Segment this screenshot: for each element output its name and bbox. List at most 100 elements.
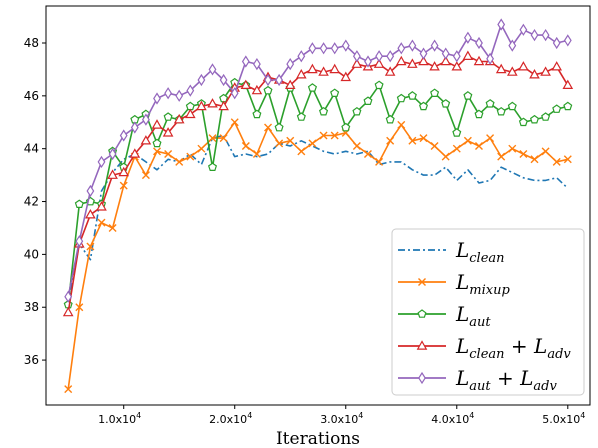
data-point-aut_adv	[563, 34, 572, 47]
series-aut	[63, 77, 573, 309]
data-point-clean_adv	[506, 66, 518, 76]
data-point-mixup	[241, 142, 250, 151]
data-point-clean_adv	[162, 127, 174, 137]
data-point-clean_adv	[307, 63, 318, 74]
data-point-mixup	[308, 139, 317, 148]
data-point-aut_adv	[175, 89, 184, 102]
legend-entry-mixup: Lmixup	[398, 270, 510, 298]
data-point-aut	[563, 101, 573, 111]
x-tick-label: 4.0x104	[431, 411, 474, 426]
data-point-aut	[418, 101, 429, 111]
data-point-clean_adv	[529, 68, 540, 79]
data-point-aut	[330, 88, 340, 98]
data-point-aut_adv	[219, 73, 228, 87]
data-point-aut	[374, 80, 384, 90]
data-point-aut_adv	[330, 42, 339, 55]
data-point-aut	[274, 122, 284, 132]
data-point-aut	[363, 96, 373, 106]
data-point-aut	[296, 112, 306, 121]
x-axis-title: Iterations	[276, 429, 360, 448]
x-tick-base: 4.0x10	[431, 413, 469, 426]
data-point-aut_adv	[297, 50, 306, 63]
data-point-mixup	[408, 136, 417, 145]
data-point-mixup	[352, 142, 361, 151]
data-point-aut	[318, 106, 329, 116]
series-aut_adv	[64, 18, 572, 303]
data-point-mixup	[397, 120, 406, 129]
data-point-mixup	[474, 142, 483, 151]
legend-label: Lclean + Ladv	[455, 334, 571, 362]
y-tick-label: 36	[24, 353, 39, 367]
data-point-aut_adv	[264, 73, 272, 87]
series-line-aut	[67, 81, 568, 305]
x-tick-exponent: 4	[469, 411, 474, 420]
data-point-mixup	[363, 149, 372, 158]
data-point-clean_adv	[340, 71, 352, 82]
data-point-mixup	[486, 134, 495, 143]
legend-entry-aut: Laut	[398, 302, 491, 330]
data-point-clean_adv	[85, 208, 96, 219]
data-point-aut	[507, 101, 517, 111]
data-point-aut	[396, 93, 406, 103]
data-point-mixup	[197, 144, 206, 153]
data-point-aut_adv	[130, 121, 139, 134]
x-tick-exponent: 4	[247, 411, 252, 420]
data-point-mixup	[330, 131, 339, 140]
data-point-aut	[518, 117, 528, 127]
data-point-aut	[252, 109, 262, 119]
data-point-aut_adv	[252, 57, 261, 71]
x-tick-exponent: 4	[136, 411, 141, 420]
plot-frame	[45, 5, 591, 406]
data-point-aut_adv	[308, 42, 317, 55]
data-point-aut_adv	[197, 73, 206, 87]
data-point-clean_adv	[218, 100, 229, 111]
data-point-mixup	[64, 385, 73, 394]
x-tick-base: 3.0x10	[320, 413, 358, 426]
data-point-clean_adv	[96, 201, 107, 211]
data-point-mixup	[175, 157, 184, 166]
data-point-mixup	[97, 218, 106, 227]
data-point-aut_adv	[408, 39, 417, 52]
data-point-aut_adv	[164, 87, 173, 100]
data-point-aut_adv	[64, 290, 73, 303]
data-point-clean_adv	[140, 135, 152, 145]
data-point-clean_adv	[462, 50, 474, 61]
x-tick-label: 1.0x104	[98, 411, 141, 426]
data-point-clean_adv	[562, 79, 574, 90]
legend: Lclean Lmixup Laut Lclean + Ladv Laut + Ladv	[391, 228, 585, 396]
data-point-aut_adv	[375, 50, 384, 63]
data-point-aut_adv	[430, 39, 439, 52]
y-tick-label: 44	[24, 142, 39, 156]
data-point-aut_adv	[386, 50, 395, 63]
data-point-aut	[463, 91, 473, 100]
x-tick-label: 2.0x104	[209, 411, 252, 426]
data-point-mixup	[430, 142, 439, 151]
data-point-mixup	[252, 149, 261, 158]
data-point-clean_adv	[62, 306, 74, 317]
data-point-aut	[352, 106, 362, 116]
data-point-mixup	[208, 134, 217, 143]
data-point-aut_adv	[341, 39, 350, 52]
data-point-clean_adv	[407, 58, 418, 68]
data-point-aut	[441, 99, 451, 108]
data-point-mixup	[452, 144, 461, 153]
data-point-aut	[452, 128, 462, 137]
data-point-aut	[152, 138, 162, 148]
data-point-aut	[485, 99, 495, 108]
data-point-clean_adv	[318, 66, 329, 76]
series-clean_adv	[62, 50, 574, 317]
data-point-clean_adv	[395, 55, 407, 66]
data-point-mixup	[75, 303, 84, 312]
series-line-mixup	[67, 121, 568, 390]
data-point-aut_adv	[419, 47, 428, 60]
x-tick-base: 1.0x10	[98, 413, 136, 426]
x-tick-base: 5.0x10	[542, 413, 580, 426]
legend-label: Laut	[455, 302, 491, 330]
data-point-clean_adv	[207, 98, 218, 108]
data-point-aut_adv	[230, 87, 239, 100]
data-point-mixup	[153, 147, 162, 156]
data-point-aut	[407, 91, 417, 100]
data-point-mixup	[319, 131, 328, 140]
series-mixup	[64, 118, 572, 394]
data-point-mixup	[219, 134, 228, 143]
